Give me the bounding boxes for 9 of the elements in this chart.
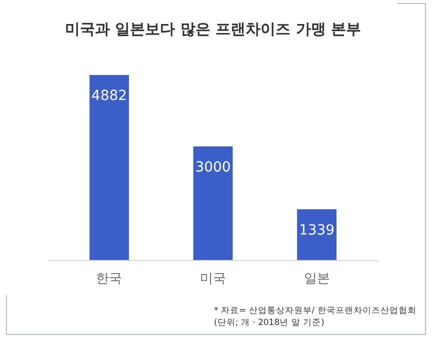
x-tick-label: 한국	[96, 272, 122, 286]
x-tick-label: 미국	[200, 272, 226, 286]
chart-title: 미국과 일본보다 많은 프랜차이즈 가맹 본부	[64, 20, 362, 38]
data-label: 3000	[195, 159, 231, 176]
text: * 자료= 산업통상자원부/ 한국프랜차이즈산업협회	[214, 305, 416, 317]
data-label: 4882	[91, 88, 128, 104]
data-label: 1339	[298, 222, 335, 238]
text: (단위; 개 · 2018년 말 기준)	[214, 317, 326, 329]
x-tick-label: 일본	[304, 272, 330, 286]
